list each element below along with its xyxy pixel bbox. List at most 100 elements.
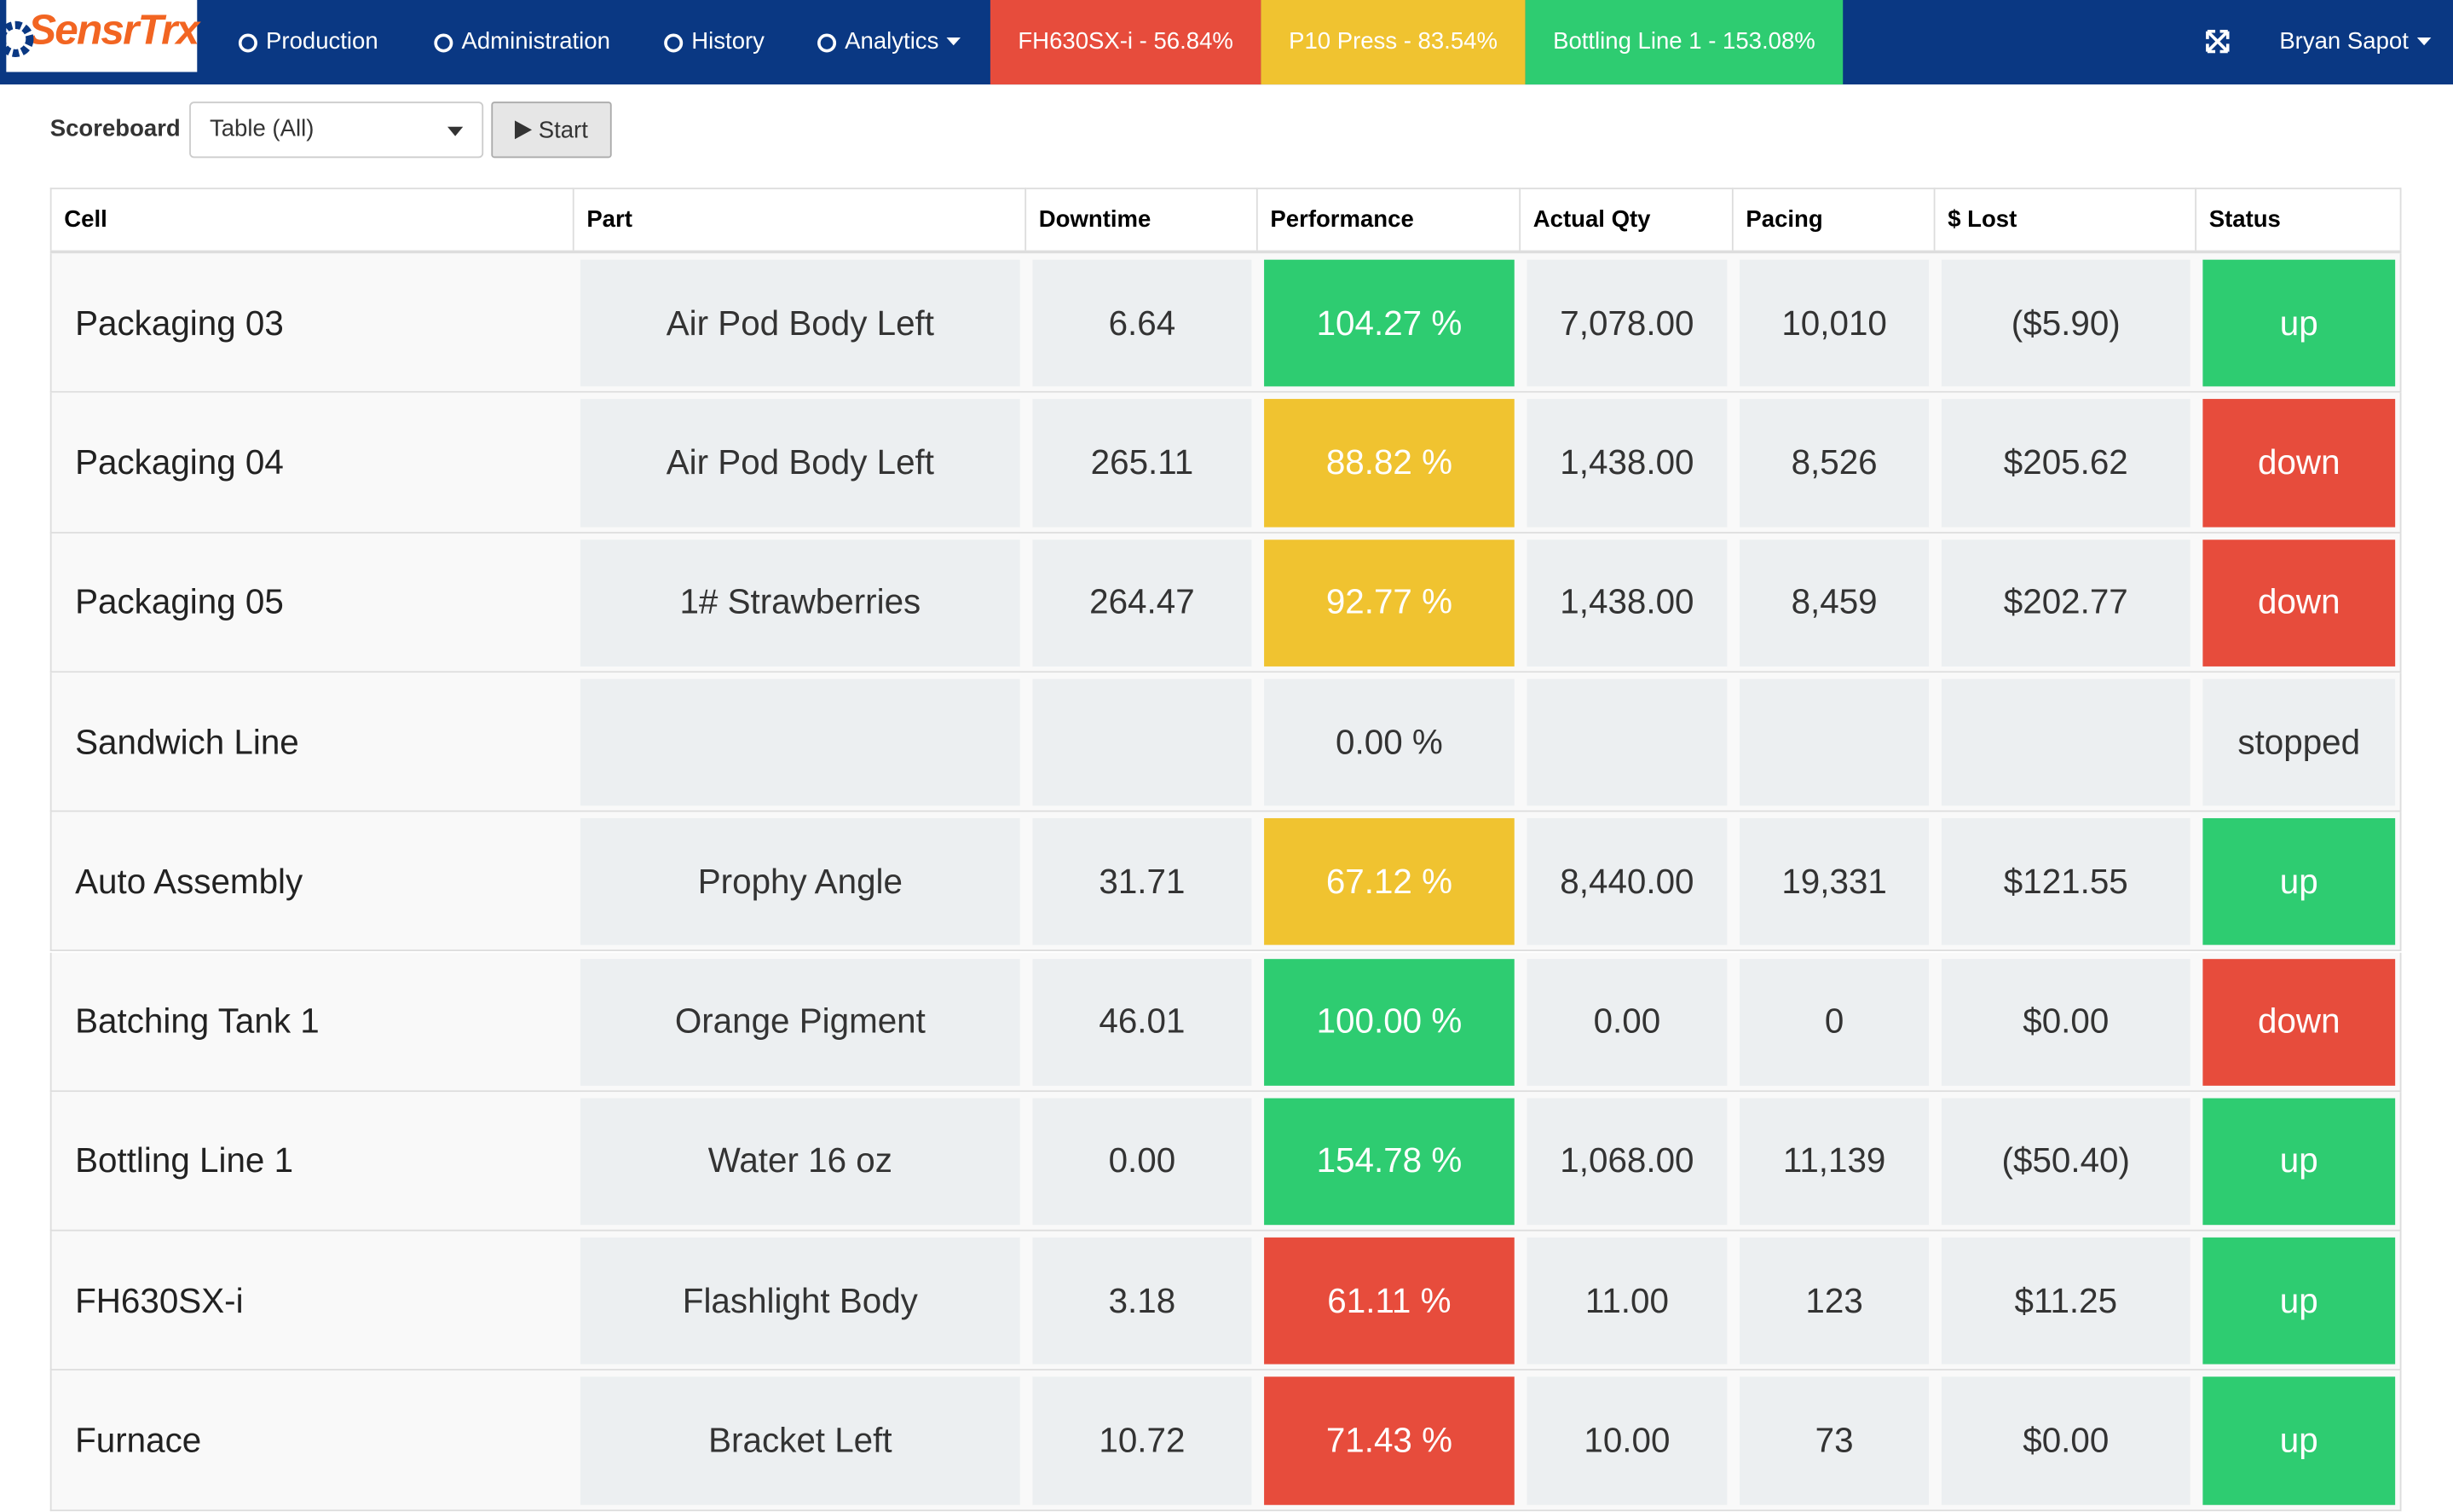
table-cell: Flashlight Body <box>580 1238 1020 1365</box>
table-cell: 104.27 % <box>1264 259 1515 387</box>
table-cell: Prophy Angle <box>580 818 1020 946</box>
column-header: Part <box>574 188 1027 251</box>
table-cell: Orange Pigment <box>580 958 1020 1086</box>
table-cell: down <box>2202 399 2396 527</box>
button-label: Start <box>538 116 588 143</box>
table-cell: down <box>2202 539 2396 667</box>
column-header: Status <box>2196 188 2402 251</box>
column-header: $ Lost <box>1935 188 2197 251</box>
table-cell: ($5.90) <box>1941 259 2190 387</box>
column-header: Cell <box>49 188 574 251</box>
user-menu[interactable]: Bryan Sapot <box>2279 0 2431 84</box>
table-cell: 46.01 <box>1032 958 1252 1086</box>
table-cell: 71.43 % <box>1264 1376 1515 1505</box>
table-cell: 0.00 <box>1527 958 1728 1086</box>
table-cell: 31.71 <box>1032 818 1252 946</box>
table-cell: Air Pod Body Left <box>580 259 1020 387</box>
nav-icon <box>664 32 684 52</box>
cell-name: Batching Tank 1 <box>75 1001 320 1041</box>
start-button[interactable]: Start <box>491 101 612 159</box>
table-cell <box>580 678 1020 806</box>
table-cell: 100.00 % <box>1264 958 1515 1086</box>
table-cell: 0.00 <box>1032 1098 1252 1226</box>
nav-item[interactable]: Analytics <box>817 0 961 84</box>
table-cell: 10.00 <box>1527 1376 1728 1505</box>
nav-label: Analytics <box>845 28 939 55</box>
column-header: Downtime <box>1026 188 1258 251</box>
table-cell: $0.00 <box>1941 1376 2190 1505</box>
table-cell: 19,331 <box>1740 818 1930 946</box>
table-cell: 8,459 <box>1740 539 1930 667</box>
nav-label: Production <box>266 28 378 55</box>
table-cell: 1,438.00 <box>1527 399 1728 527</box>
play-icon <box>515 120 533 140</box>
cell-name: Packaging 04 <box>75 442 284 482</box>
cell-name: Bottling Line 1 <box>75 1140 294 1180</box>
table-cell: 10,010 <box>1740 259 1930 387</box>
cell-name: Packaging 05 <box>75 582 284 622</box>
nav-item[interactable]: Production <box>238 0 378 84</box>
nav-label: Administration <box>461 28 610 55</box>
table-cell: up <box>2202 1098 2396 1226</box>
table-cell: 67.12 % <box>1264 818 1515 946</box>
cell-name: Auto Assembly <box>75 862 303 901</box>
table-cell: $205.62 <box>1941 399 2190 527</box>
scoreboard-label: Scoreboard <box>49 115 181 143</box>
column-header: Pacing <box>1733 188 1936 251</box>
table-cell: ($50.40) <box>1941 1098 2190 1226</box>
table-cell: 11,139 <box>1740 1098 1930 1226</box>
table-cell: 264.47 <box>1032 539 1252 667</box>
cell-name: Packaging 03 <box>75 303 284 343</box>
caret <box>2416 38 2431 46</box>
table-cell: Bracket Left <box>580 1376 1020 1505</box>
table-cell: up <box>2202 1376 2396 1505</box>
table-cell: 123 <box>1740 1238 1930 1365</box>
table-cell: $11.25 <box>1941 1238 2190 1365</box>
table-cell <box>1941 678 2190 806</box>
table-cell: $0.00 <box>1941 958 2190 1086</box>
table-cell: Air Pod Body Left <box>580 399 1020 527</box>
cell-name: FH630SX-i <box>75 1280 244 1320</box>
table-cell: up <box>2202 1238 2396 1365</box>
table-cell: 8,440.00 <box>1527 818 1728 946</box>
alert-badge[interactable]: P10 Press - 83.54% <box>1261 0 1526 85</box>
table-cell: Water 16 oz <box>580 1098 1020 1226</box>
logo[interactable]: SensrTrx <box>6 0 199 72</box>
table-cell: 11.00 <box>1527 1238 1728 1365</box>
table-cell: 8,526 <box>1740 399 1930 527</box>
table-cell: 61.11 % <box>1264 1238 1515 1365</box>
table-cell: $202.77 <box>1941 539 2190 667</box>
caret <box>447 126 464 136</box>
fullscreen-icon[interactable] <box>2206 29 2230 54</box>
table-cell: 265.11 <box>1032 399 1252 527</box>
column-header: Actual Qty <box>1521 188 1734 251</box>
alert-badge[interactable]: Bottling Line 1 - 153.08% <box>1525 0 1844 85</box>
table-cell <box>1032 678 1252 806</box>
table-cell <box>1527 678 1728 806</box>
table-cell: 73 <box>1740 1376 1930 1505</box>
table-cell: 92.77 % <box>1264 539 1515 667</box>
table-cell: 6.64 <box>1032 259 1252 387</box>
table-cell: up <box>2202 818 2396 946</box>
navbar: SensrTrx Bryan Sapot Production Administr… <box>0 0 2453 85</box>
select-value: Table (All) <box>209 115 315 143</box>
table-cell: 154.78 % <box>1264 1098 1515 1226</box>
cell-name: Sandwich Line <box>75 722 299 762</box>
cell-name: Furnace <box>75 1420 202 1460</box>
nav-item[interactable]: History <box>663 0 765 84</box>
table-cell: 0 <box>1740 958 1930 1086</box>
alert-badge[interactable]: FH630SX-i - 56.84% <box>990 0 1261 85</box>
scoreboard-select[interactable]: Table (All) <box>189 101 484 159</box>
table-cell: up <box>2202 259 2396 387</box>
nav-icon <box>238 32 257 52</box>
caret <box>946 38 961 46</box>
table-cell: 7,078.00 <box>1527 259 1728 387</box>
table-cell: 88.82 % <box>1264 399 1515 527</box>
table-cell: 1# Strawberries <box>580 539 1020 667</box>
column-header: Performance <box>1257 188 1521 251</box>
table-cell: 1,438.00 <box>1527 539 1728 667</box>
nav-item[interactable]: Administration <box>433 0 610 84</box>
table-cell: 0.00 % <box>1264 678 1515 806</box>
